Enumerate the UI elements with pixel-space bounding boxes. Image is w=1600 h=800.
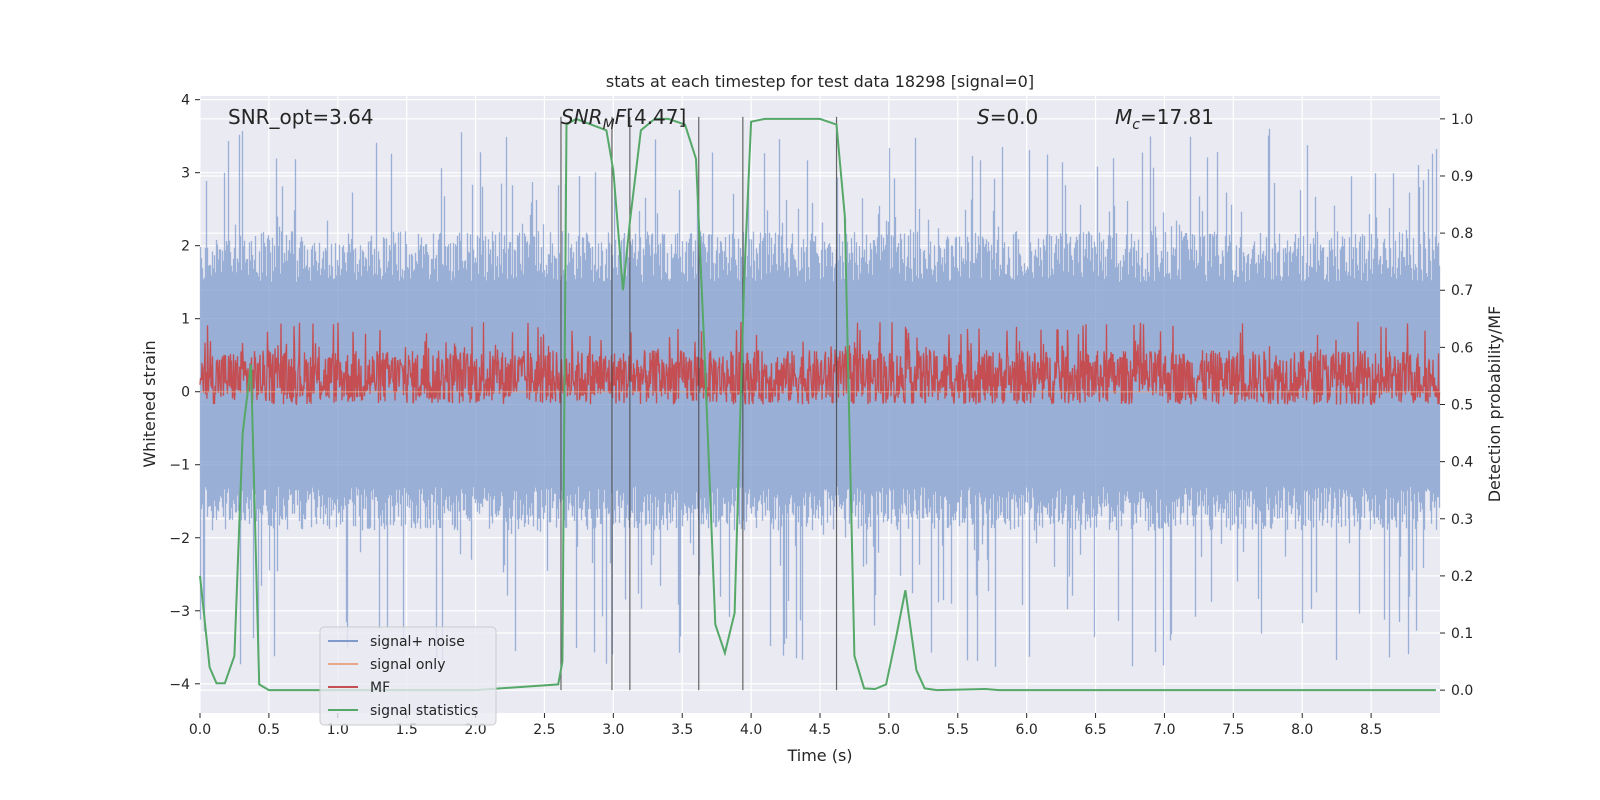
legend-label-noise: signal+ noise [370, 634, 465, 650]
x-tick-label-4: 2.0 [464, 722, 486, 738]
x-tick-label-10: 5.0 [878, 722, 900, 738]
x-tick-label-16: 8.0 [1291, 722, 1313, 738]
legend-label-stat: signal statistics [370, 703, 478, 719]
y-left-tick-label-6: −2 [169, 531, 190, 547]
y-left-tick-label-7: −3 [169, 604, 190, 620]
x-tick-label-2: 1.0 [327, 722, 349, 738]
y-right-axis-label: Detection probability/MF [1485, 306, 1504, 503]
x-tick-label-14: 7.0 [1153, 722, 1175, 738]
y-left-tick-label-4: 0 [181, 385, 190, 401]
legend-label-mf: MF [370, 680, 390, 696]
chart-title: stats at each timestep for test data 182… [606, 72, 1034, 91]
signal-statistics-series [199, 117, 1436, 692]
legend: signal+ noise signal only MF signal stat… [319, 626, 497, 726]
x-tick-label-5: 2.5 [533, 722, 555, 738]
mf-series [199, 321, 1441, 406]
y-right-tick-label-8: 0.2 [1451, 569, 1473, 585]
annotation-mc: Mc=17.81 [1115, 105, 1214, 133]
annotation-s: S=0.0 [977, 105, 1038, 129]
y-left-tick-label-1: 3 [181, 166, 190, 182]
x-tick-label-0: 0.0 [189, 722, 211, 738]
x-tick-label-3: 1.5 [396, 722, 418, 738]
x-axis-ticks: 0.0 0.5 1.0 1.5 2.0 2.5 3.0 3.5 4.0 4.5 5.0 5.5 6.0 6… [189, 713, 1382, 738]
y-left-axis-label: Whitened strain [140, 340, 159, 467]
x-axis-label: Time (s) [786, 746, 852, 765]
y-right-tick-label-6: 0.4 [1451, 455, 1473, 471]
legend-box [319, 626, 497, 726]
x-tick-label-8: 4.0 [740, 722, 762, 738]
annotation-s-value: =0.0 [990, 105, 1039, 129]
y-right-tick-label-9: 0.1 [1451, 626, 1473, 642]
y-right-tick-label-1: 0.9 [1451, 169, 1473, 185]
annotation-snr-opt: SNR_opt=3.64 [228, 105, 374, 129]
annotation-snr-mf-value: [4.47] [626, 105, 686, 129]
y-right-tick-label-2: 0.8 [1451, 226, 1473, 242]
annotation-mc-value: =17.81 [1140, 105, 1214, 129]
y-right-tick-label-4: 0.6 [1451, 340, 1473, 356]
y-right-tick-label-7: 0.3 [1451, 512, 1473, 528]
x-tick-label-11: 5.5 [947, 722, 969, 738]
y-left-tick-label-2: 2 [181, 239, 190, 255]
y-left-tick-label-0: 4 [181, 93, 190, 109]
y-right-tick-label-0: 1.0 [1451, 112, 1473, 128]
x-tick-label-12: 6.0 [1016, 722, 1038, 738]
y-left-axis-ticks: 4 3 2 1 0 −1 −2 −3 −4 [169, 93, 200, 693]
series-signal-statistics [199, 117, 1436, 692]
legend-label-signal-only: signal only [370, 657, 445, 673]
y-left-tick-label-8: −4 [169, 677, 190, 693]
x-tick-label-13: 6.5 [1084, 722, 1106, 738]
y-right-axis-ticks: 1.0 0.9 0.8 0.7 0.6 0.5 0.4 0.3 0.2 0.1 0.0 [1440, 112, 1473, 699]
x-tick-label-6: 3.0 [602, 722, 624, 738]
annotation-snr-mf: SNRMF[4.47] [561, 105, 686, 133]
x-tick-label-1: 0.5 [258, 722, 280, 738]
x-tick-label-9: 4.5 [809, 722, 831, 738]
y-right-tick-label-5: 0.5 [1451, 398, 1473, 414]
y-right-tick-label-3: 0.7 [1451, 283, 1473, 299]
y-left-tick-label-3: 1 [181, 312, 190, 328]
x-tick-label-7: 3.5 [671, 722, 693, 738]
x-tick-label-17: 8.5 [1360, 722, 1382, 738]
y-right-tick-label-10: 0.0 [1451, 683, 1473, 699]
series-mf [199, 321, 1441, 406]
x-tick-label-15: 7.5 [1222, 722, 1244, 738]
y-left-tick-label-5: −1 [169, 458, 190, 474]
